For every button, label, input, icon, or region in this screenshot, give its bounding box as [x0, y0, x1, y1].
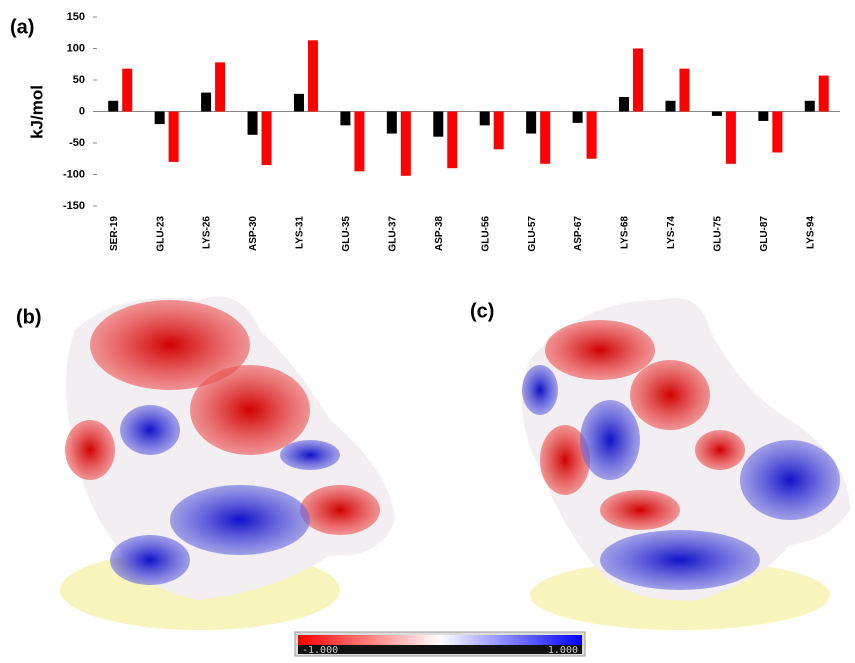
bar [307, 40, 318, 112]
bar [586, 111, 597, 159]
panel-label: (c) [470, 300, 494, 322]
bar [447, 111, 458, 169]
bar [804, 100, 815, 112]
bar [772, 111, 783, 153]
colorbar-max-label: 1.000 [548, 645, 578, 656]
bar [400, 111, 411, 176]
protein-surface-b [60, 296, 395, 630]
x-tick-label: LYS-31 [295, 216, 306, 249]
x-tick-label: GLU-75 [713, 216, 724, 252]
bar [711, 111, 722, 116]
x-tick-label: GLU-35 [341, 216, 352, 252]
bar [493, 111, 504, 150]
colorbar-min-label: -1.000 [302, 645, 338, 656]
bar [633, 48, 644, 112]
bar [354, 111, 365, 172]
protein-surface-c [522, 298, 850, 630]
y-tick-label: 150 [67, 11, 85, 23]
bar [154, 111, 165, 125]
bar [261, 111, 272, 166]
bar [725, 111, 736, 164]
y-tick-label: -150 [63, 200, 85, 212]
colorbar: -1.000 1.000 [294, 631, 586, 657]
bar [293, 93, 304, 112]
x-tick-label: GLU-57 [527, 216, 538, 252]
panel-label: (b) [16, 306, 42, 328]
x-tick-label: ASP-38 [434, 216, 445, 251]
bar [201, 92, 212, 112]
bar [619, 97, 630, 112]
x-tick-label: LYS-26 [202, 216, 213, 249]
bar [247, 111, 258, 135]
bar [215, 62, 226, 112]
y-tick-label: -50 [69, 137, 85, 149]
x-tick-label: LYS-68 [620, 216, 631, 249]
bar [386, 111, 397, 134]
x-tick-label: GLU-87 [759, 216, 770, 252]
bar [758, 111, 769, 121]
bar [679, 68, 690, 112]
y-tick-label: 100 [67, 42, 85, 54]
panel-label: (a) [10, 16, 34, 38]
bar [665, 100, 676, 112]
x-tick-label: GLU-37 [387, 216, 398, 252]
bar [540, 111, 551, 164]
bar [340, 111, 351, 126]
bar [108, 100, 119, 112]
x-tick-label: ASP-67 [573, 216, 584, 251]
bar [818, 75, 829, 112]
y-tick-label: -100 [63, 168, 85, 180]
bar [122, 68, 133, 112]
x-tick-label: GLU-23 [155, 216, 166, 252]
bar [526, 111, 537, 134]
y-tick-label: 0 [79, 105, 85, 117]
bar [479, 111, 490, 126]
bar [572, 111, 583, 123]
y-tick-label: 50 [73, 74, 85, 86]
x-tick-label: LYS-94 [805, 216, 816, 249]
x-tick-label: LYS-74 [666, 216, 677, 249]
bar [433, 111, 444, 137]
y-axis-label: kJ/mol [27, 85, 46, 139]
x-tick-label: SER-19 [109, 216, 120, 251]
x-tick-label: ASP-30 [248, 216, 259, 251]
x-tick-label: GLU-56 [480, 216, 491, 252]
bar [168, 111, 179, 162]
